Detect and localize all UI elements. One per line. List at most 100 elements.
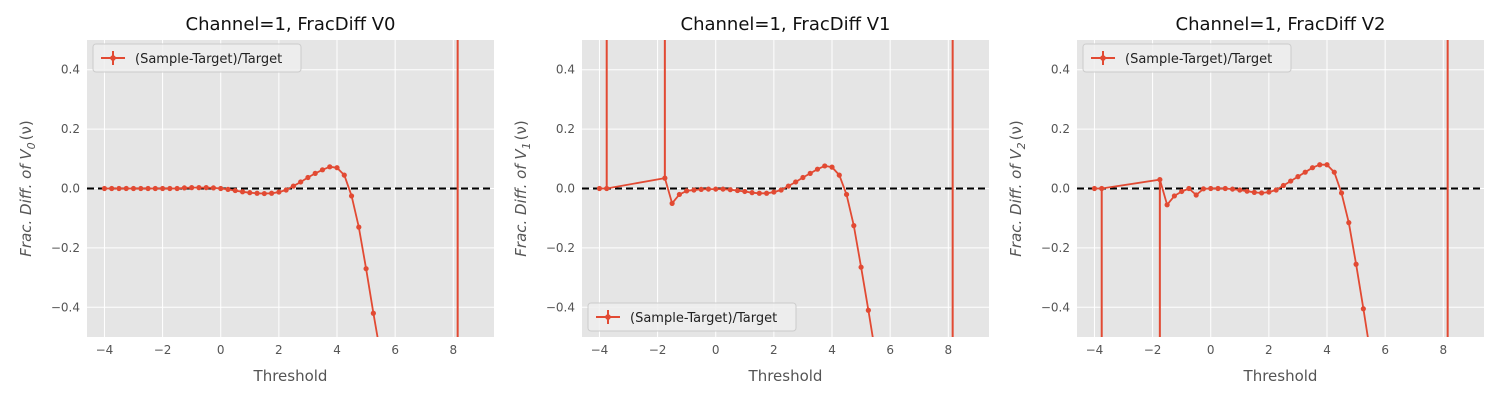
y-axis-label-main: Frac. Diff. of V	[1007, 148, 1025, 257]
legend: (Sample-Target)/Target	[1082, 43, 1292, 73]
data-point	[1346, 220, 1352, 226]
data-point	[1338, 190, 1345, 196]
y-tick-label: 0.2	[1051, 122, 1070, 136]
data-point	[130, 185, 137, 192]
data-point	[742, 188, 748, 195]
data-point	[1295, 174, 1301, 180]
data-point	[1324, 162, 1330, 168]
x-tick-label: 0	[1207, 343, 1215, 357]
data-point	[1353, 261, 1359, 267]
y-tick-label: −0.4	[546, 300, 575, 314]
y-tick-label: 0.2	[556, 122, 575, 136]
plot-area	[582, 40, 989, 357]
data-point	[305, 174, 311, 181]
data-point	[720, 186, 726, 192]
data-point	[684, 188, 690, 194]
data-point	[793, 179, 799, 185]
legend-marker	[605, 314, 611, 320]
data-point	[1229, 186, 1236, 192]
data-point	[1208, 185, 1214, 192]
data-point	[312, 170, 318, 176]
y-axis-label: Frac. Diff. of V1 (ν)	[512, 120, 533, 256]
y-axis-label-subscript: 0	[25, 142, 38, 149]
chart-panel: −4 −2 0 2 4 6 8 −0.4 −0.2 0.0 0.2 0.4 Channel=1, Fra…	[1007, 14, 1484, 385]
data-point	[676, 191, 682, 198]
chart-title: Channel=1, FracDiff V2	[1176, 14, 1386, 35]
data-point	[290, 183, 297, 189]
data-point	[1091, 185, 1098, 192]
data-point	[334, 165, 340, 171]
plot-area	[1077, 40, 1484, 337]
x-tick-label: 4	[333, 343, 341, 357]
data-point	[1237, 187, 1243, 193]
data-point	[239, 189, 246, 195]
data-point	[283, 187, 289, 193]
data-point	[167, 185, 173, 192]
data-point	[1222, 185, 1228, 192]
data-point	[189, 185, 195, 191]
data-point	[247, 190, 253, 196]
data-point	[327, 164, 333, 170]
y-axis-label-variable: (ν)	[1007, 120, 1025, 140]
data-point	[203, 185, 209, 191]
data-point	[1215, 185, 1221, 192]
data-point	[269, 190, 275, 196]
y-axis-label-main: Frac. Diff. of V	[17, 148, 35, 257]
x-tick-label: 0	[217, 343, 225, 357]
data-point	[756, 190, 762, 196]
data-point	[1288, 178, 1294, 184]
data-point	[116, 185, 122, 192]
data-point	[873, 352, 878, 357]
legend-box	[1082, 43, 1292, 73]
y-tick-label: −0.4	[51, 300, 80, 314]
x-tick-label: 8	[944, 343, 952, 357]
x-tick-label: 8	[1439, 343, 1447, 357]
data-point	[261, 190, 267, 197]
data-point	[1251, 189, 1257, 195]
data-point	[858, 264, 864, 270]
y-tick-label: −0.2	[51, 241, 80, 255]
data-point	[254, 190, 260, 196]
data-point	[218, 185, 224, 192]
y-tick-label: 0.0	[556, 182, 575, 196]
data-point	[604, 185, 610, 192]
data-point	[1273, 187, 1279, 193]
data-point	[210, 185, 217, 191]
data-point	[822, 163, 828, 169]
data-point	[1200, 186, 1207, 192]
data-point	[1302, 169, 1308, 175]
data-point	[1309, 165, 1316, 171]
legend-label: (Sample-Target)/Target	[135, 52, 282, 67]
data-point	[851, 223, 857, 229]
legend: (Sample-Target)/Target	[587, 302, 797, 332]
y-tick-label: −0.4	[1041, 300, 1070, 314]
y-tick-label: 0.0	[1051, 182, 1070, 196]
data-point	[814, 166, 821, 172]
data-point	[843, 191, 850, 198]
x-tick-label: 8	[449, 343, 457, 357]
x-tick-label: −2	[1144, 343, 1162, 357]
data-point	[145, 185, 151, 192]
chart-panel: −4 −2 0 2 4 6 8 −0.4 −0.2 0.0 0.2 0.4 Channel=1, Fra…	[17, 14, 494, 385]
data-point	[138, 185, 144, 192]
data-point	[800, 174, 806, 181]
data-point	[101, 185, 108, 192]
y-tick-label: −0.2	[1041, 241, 1070, 255]
y-tick-label: 0.4	[556, 63, 575, 77]
x-tick-label: 4	[1323, 343, 1331, 357]
data-point	[1186, 185, 1192, 192]
y-axis-label-main: Frac. Diff. of V	[512, 148, 530, 257]
data-point	[109, 185, 115, 192]
data-point	[698, 186, 704, 192]
x-tick-label: 6	[886, 343, 894, 357]
data-point	[1244, 188, 1250, 194]
legend: (Sample-Target)/Target	[92, 43, 302, 73]
data-point	[1360, 306, 1366, 312]
data-point	[1157, 176, 1163, 183]
data-point	[356, 224, 362, 230]
data-point	[778, 187, 784, 193]
data-point	[836, 172, 842, 178]
y-axis-label-subscript: 1	[520, 142, 533, 149]
y-axis-label-subscript: 2	[1015, 142, 1028, 149]
